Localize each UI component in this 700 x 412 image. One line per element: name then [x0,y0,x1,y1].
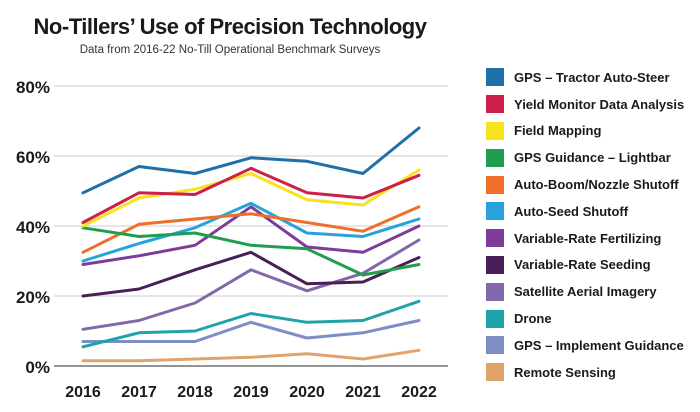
series-line [81,168,421,228]
legend-label: Variable-Rate Fertilizing [514,230,662,246]
x-tick-label: 2022 [401,384,437,401]
series-line [81,319,421,343]
series-line [81,238,421,331]
x-tick-label: 2019 [233,384,269,401]
legend-item: Variable-Rate Fertilizing [486,225,696,252]
legend-item: Drone [486,305,696,332]
line-chart: 0% 20% 40% 60% 80% 2016 2017 2018 2019 2020 2021 20… [16,78,448,401]
legend-item: Auto-Seed Shutoff [486,198,696,225]
series-line [81,126,421,195]
legend-swatch [486,175,504,194]
legend-item: GPS – Tractor Auto-Steer [486,64,696,91]
series-line [81,226,421,277]
legend-item: Yield Monitor Data Analysis [486,91,696,118]
legend-swatch [486,148,504,167]
y-tick-label: 20% [16,288,50,307]
legend-item: Satellite Aerial Imagery [486,278,696,305]
legend-label: Field Mapping [514,123,602,139]
legend-swatch [486,121,504,140]
legend-item: Auto-Boom/Nozzle Shutoff [486,171,696,198]
legend: GPS – Tractor Auto-Steer Yield Monitor Da… [486,64,696,386]
legend-label: Yield Monitor Data Analysis [514,96,685,112]
x-tick-label: 2016 [65,384,101,401]
legend-label: Auto-Boom/Nozzle Shutoff [514,177,679,193]
legend-label: Satellite Aerial Imagery [514,284,657,300]
legend-swatch [486,255,504,274]
series-line [81,299,421,349]
y-tick-label: 60% [16,148,50,167]
legend-swatch [486,309,504,328]
series-line [81,250,421,298]
legend-label: GPS – Tractor Auto-Steer [514,69,670,85]
x-tick-label: 2020 [289,384,325,401]
series-line [81,205,421,266]
legend-label: GPS – Implement Guidance [514,337,684,353]
series-line [81,205,421,254]
legend-swatch [486,68,504,87]
legend-item: Field Mapping [486,118,696,145]
chart-subtitle: Data from 2016-22 No-Till Operational Be… [79,44,381,56]
series-line [81,166,421,224]
y-tick-label: 0% [25,358,50,377]
x-tick-label: 2017 [121,384,157,401]
legend-label: Remote Sensing [514,364,616,380]
series-line [81,348,421,363]
y-tick-label: 40% [16,218,50,237]
legend-item: Variable-Rate Seeding [486,252,696,279]
legend-item: Remote Sensing [486,359,696,386]
legend-swatch [486,282,504,301]
chart-title: No-Tillers’ Use of Precision Technology [33,14,427,39]
legend-label: Variable-Rate Seeding [514,257,651,273]
legend-label: GPS Guidance – Lightbar [514,150,671,166]
x-tick-label: 2018 [177,384,213,401]
series-line [81,201,421,263]
x-tick-label: 2021 [345,384,381,401]
legend-swatch [486,95,504,114]
legend-swatch [486,202,504,221]
y-tick-label: 80% [16,78,50,97]
legend-item: GPS – Implement Guidance [486,332,696,359]
legend-swatch [486,363,504,382]
legend-item: GPS Guidance – Lightbar [486,144,696,171]
legend-label: Drone [514,311,552,327]
legend-label: Auto-Seed Shutoff [514,203,629,219]
legend-swatch [486,336,504,355]
legend-swatch [486,229,504,248]
